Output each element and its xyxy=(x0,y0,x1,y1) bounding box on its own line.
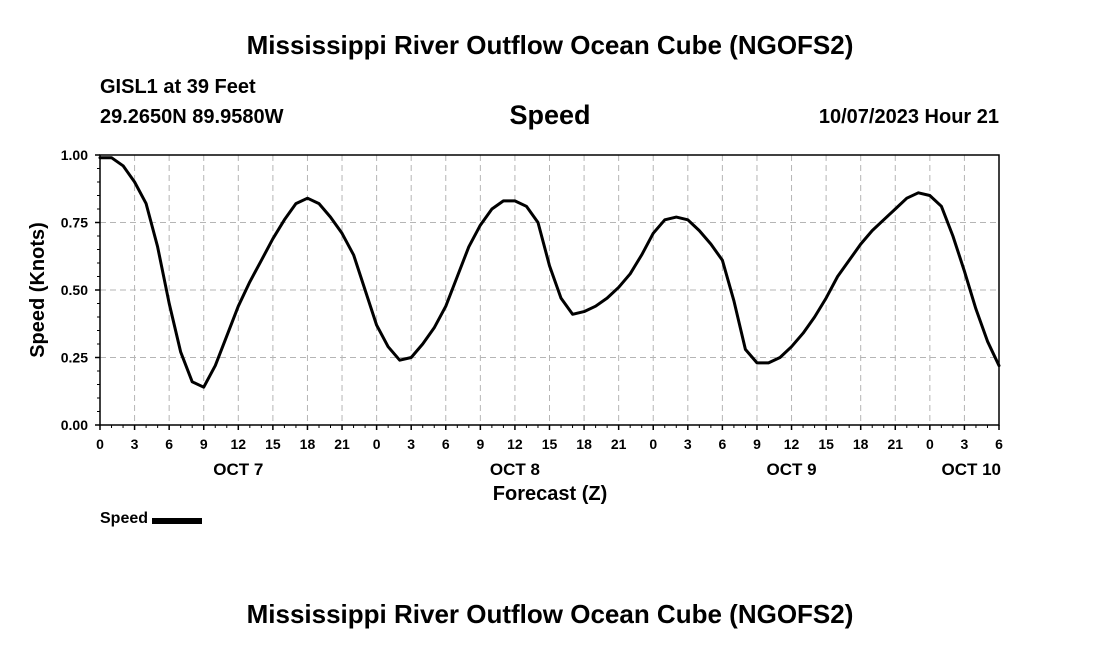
station-label: GISL1 at 39 Feet xyxy=(100,76,256,98)
legend: Speed xyxy=(100,510,203,528)
x-tick-label: 15 xyxy=(818,436,834,452)
x-tick-label: 9 xyxy=(753,436,761,452)
x-tick-label: 3 xyxy=(407,436,415,452)
x-tick-label: 18 xyxy=(300,436,316,452)
x-tick-label: 21 xyxy=(887,436,903,452)
x-tick-label: 21 xyxy=(611,436,627,452)
x-tick-label: 3 xyxy=(684,436,692,452)
x-tick-label: 12 xyxy=(507,436,523,452)
y-tick-label: 0.00 xyxy=(61,417,88,433)
y-tick-label: 0.75 xyxy=(61,215,88,231)
legend-swatch xyxy=(152,517,203,524)
series-layer xyxy=(98,156,1001,389)
y-axis-title: Speed (Knots) xyxy=(27,222,49,358)
grid-layer xyxy=(100,154,999,425)
x-tick-label: 21 xyxy=(334,436,350,452)
date-label: OCT 8 xyxy=(490,460,540,479)
axis-layer: 0.00 0.25 0.50 0.75 1.00 0 3 6 9 12 15 18 21 0 3 6 9 12 15… xyxy=(61,147,1003,479)
station-coordinates: 29.2650N 89.9580W xyxy=(100,106,284,128)
forecast-datetime: 10/07/2023 Hour 21 xyxy=(818,106,999,128)
chart-title: Mississippi River Outflow Ocean Cube (NG… xyxy=(246,30,854,60)
x-tick-label: 12 xyxy=(784,436,800,452)
date-label: OCT 10 xyxy=(941,460,1001,479)
x-tick-label: 15 xyxy=(265,436,281,452)
date-label: OCT 9 xyxy=(767,460,817,479)
footer-title: Mississippi River Outflow Ocean Cube (NG… xyxy=(246,599,854,629)
x-tick-label: 6 xyxy=(995,436,1003,452)
x-tick-label: 3 xyxy=(961,436,969,452)
date-label: OCT 7 xyxy=(213,460,263,479)
x-tick-label: 3 xyxy=(131,436,139,452)
speed-series-line xyxy=(98,156,1001,389)
x-tick-label: 18 xyxy=(576,436,592,452)
x-tick-label: 6 xyxy=(165,436,173,452)
x-tick-label: 0 xyxy=(373,436,381,452)
x-tick-label: 18 xyxy=(853,436,869,452)
x-tick-label: 0 xyxy=(649,436,657,452)
y-tick-label: 1.00 xyxy=(61,147,88,163)
x-tick-label: 15 xyxy=(542,436,558,452)
x-tick-label: 0 xyxy=(96,436,104,452)
y-tick-label: 0.50 xyxy=(61,282,88,298)
x-tick-label: 6 xyxy=(442,436,450,452)
x-tick-label: 9 xyxy=(200,436,208,452)
legend-label: Speed xyxy=(100,510,149,527)
y-tick-label: 0.25 xyxy=(61,350,88,366)
x-tick-label: 0 xyxy=(926,436,934,452)
x-axis-title: Forecast (Z) xyxy=(493,483,607,505)
x-tick-label: 9 xyxy=(476,436,484,452)
x-tick-label: 12 xyxy=(231,436,247,452)
x-tick-label: 6 xyxy=(718,436,726,452)
variable-title: Speed xyxy=(509,100,591,130)
